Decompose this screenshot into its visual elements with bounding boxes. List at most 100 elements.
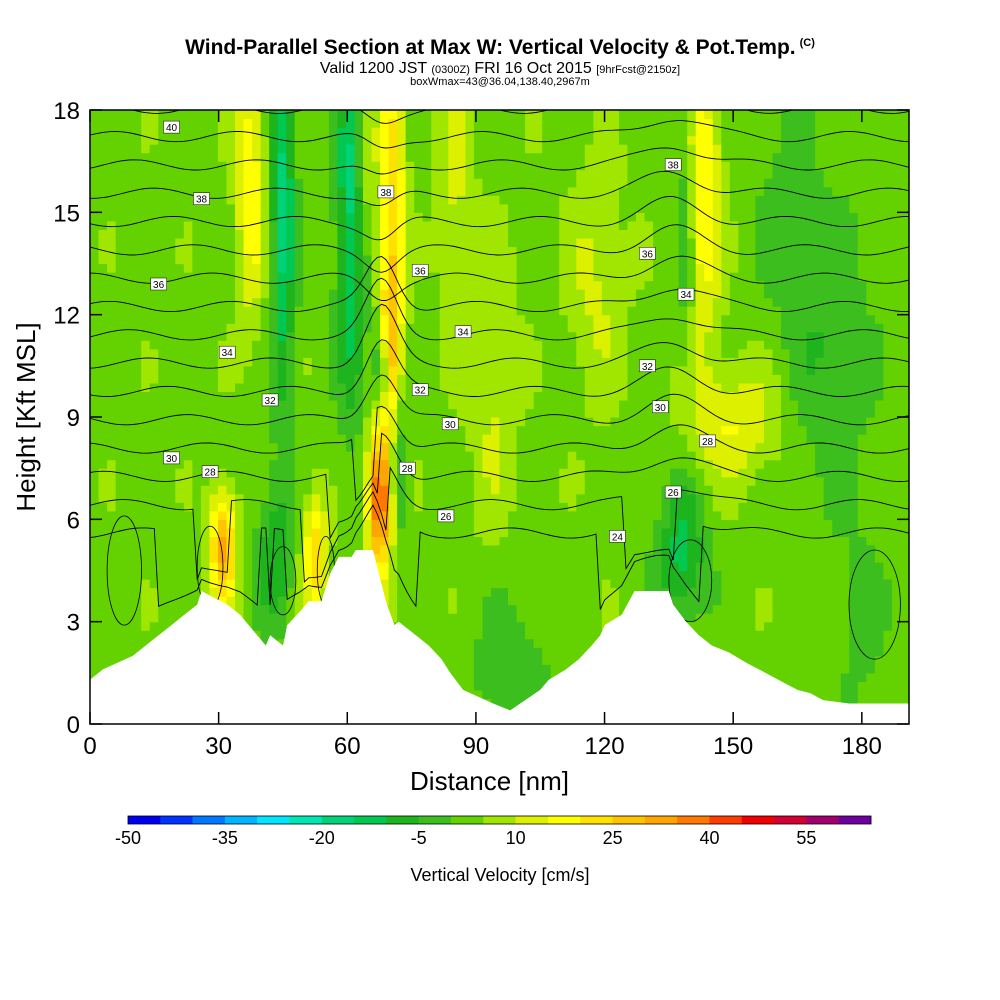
- velocity-cell: [490, 135, 501, 145]
- velocity-cell: [371, 118, 381, 128]
- velocity-cell: [618, 135, 629, 145]
- velocity-cell: [328, 144, 339, 154]
- velocity-cell: [567, 237, 577, 248]
- velocity-cell: [456, 152, 466, 162]
- velocity-cell: [636, 289, 646, 299]
- velocity-cell: [98, 664, 108, 674]
- velocity-cell: [490, 152, 501, 162]
- velocity-cell: [636, 110, 646, 120]
- velocity-cell: [559, 468, 569, 478]
- velocity-cell: [311, 289, 321, 299]
- velocity-cell: [226, 399, 236, 410]
- velocity-cell: [98, 553, 108, 563]
- velocity-cell: [192, 135, 202, 145]
- velocity-cell: [465, 118, 475, 128]
- velocity-cell: [653, 331, 663, 341]
- velocity-cell: [141, 493, 151, 503]
- velocity-cell: [533, 425, 543, 435]
- velocity-cell: [525, 280, 535, 290]
- velocity-cell: [482, 229, 492, 239]
- velocity-cell: [542, 186, 552, 196]
- velocity-cell: [303, 110, 313, 120]
- velocity-cell: [303, 425, 313, 435]
- velocity-cell: [303, 561, 313, 572]
- velocity-cell: [422, 544, 432, 555]
- velocity-cell: [294, 254, 304, 265]
- velocity-cell: [235, 340, 245, 350]
- velocity-cell: [508, 451, 518, 461]
- velocity-cell: [124, 596, 134, 606]
- velocity-cell: [644, 144, 654, 154]
- velocity-cell: [618, 212, 629, 222]
- velocity-cell: [260, 621, 270, 631]
- velocity-cell: [550, 434, 560, 444]
- velocity-cell: [166, 186, 176, 196]
- velocity-cell: [414, 297, 424, 307]
- velocity-cell: [508, 212, 518, 222]
- velocity-cell: [516, 596, 526, 606]
- velocity-cell: [542, 289, 552, 299]
- velocity-cell: [226, 212, 236, 222]
- velocity-cell: [584, 604, 594, 614]
- velocity-cell: [226, 254, 236, 265]
- velocity-cell: [107, 519, 117, 529]
- velocity-cell: [610, 408, 620, 418]
- velocity-cell: [303, 297, 313, 307]
- velocity-cell: [610, 382, 620, 393]
- velocity-cell: [653, 152, 663, 162]
- velocity-cell: [448, 263, 458, 273]
- velocity-cell: [277, 510, 287, 520]
- velocity-cell: [473, 468, 484, 478]
- velocity-cell: [516, 604, 526, 614]
- velocity-cell: [132, 289, 142, 299]
- velocity-cell: [661, 502, 671, 512]
- velocity-cell: [115, 110, 125, 120]
- velocity-cell: [653, 468, 663, 478]
- velocity-cell: [670, 570, 680, 580]
- velocity-cell: [235, 417, 245, 427]
- velocity-cell: [627, 391, 637, 401]
- velocity-cell: [448, 391, 458, 401]
- velocity-cell: [516, 672, 526, 682]
- velocity-cell: [149, 331, 159, 341]
- velocity-cell: [550, 297, 560, 307]
- velocity-cell: [439, 408, 449, 418]
- velocity-cell: [414, 510, 424, 520]
- velocity-cell: [226, 280, 236, 290]
- velocity-cell: [627, 382, 637, 393]
- velocity-cell: [567, 152, 577, 162]
- velocity-cell: [584, 485, 594, 495]
- velocity-cell: [371, 459, 381, 469]
- velocity-cell: [90, 331, 100, 341]
- velocity-cell: [320, 570, 330, 580]
- velocity-cell: [107, 502, 117, 512]
- velocity-cell: [516, 331, 526, 341]
- velocity-cell: [252, 391, 262, 401]
- velocity-cell: [380, 144, 390, 154]
- velocity-cell: [567, 365, 577, 375]
- velocity-cell: [286, 391, 296, 401]
- velocity-cell: [473, 408, 484, 418]
- velocity-cell: [124, 314, 134, 324]
- velocity-cell: [559, 152, 569, 162]
- velocity-cell: [192, 289, 202, 299]
- velocity-cell: [405, 169, 415, 179]
- velocity-cell: [141, 561, 151, 572]
- velocity-cell: [363, 110, 373, 120]
- velocity-cell: [311, 391, 321, 401]
- velocity-cell: [217, 365, 228, 375]
- velocity-cell: [465, 195, 475, 205]
- velocity-cell: [550, 579, 560, 589]
- velocity-cell: [508, 647, 518, 657]
- velocity-cell: [141, 468, 151, 478]
- velocity-cell: [601, 536, 612, 546]
- velocity-cell: [567, 519, 577, 529]
- velocity-cell: [456, 110, 466, 120]
- velocity-cell: [499, 596, 509, 606]
- velocity-cell: [405, 203, 415, 213]
- velocity-cell: [448, 195, 458, 205]
- velocity-cell: [303, 195, 313, 205]
- velocity-cell: [209, 314, 219, 324]
- velocity-cell: [550, 280, 560, 290]
- velocity-cell: [252, 621, 262, 631]
